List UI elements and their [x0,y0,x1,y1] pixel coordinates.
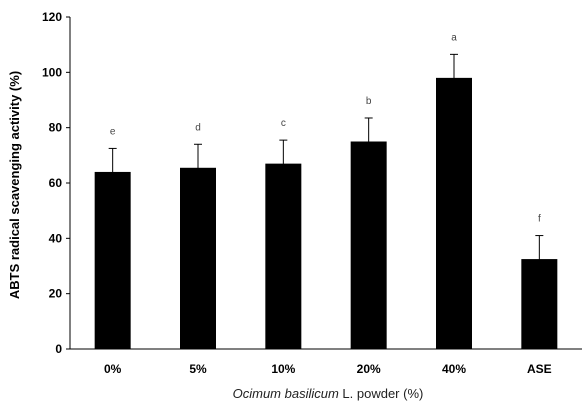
significance-letter: c [281,118,286,129]
significance-letter: e [110,126,116,137]
significance-letters: e d c b a f [110,32,541,224]
significance-letter: f [538,214,541,225]
x-axis-title-rest: L. powder (%) [339,386,424,401]
bar [94,171,131,349]
y-tick-label: 60 [49,176,63,190]
y-tick-label: 100 [42,65,62,79]
bar [180,167,216,349]
x-axis-title: Ocimum basilicum L. powder (%) [233,386,424,401]
bar [436,77,472,349]
bar [265,163,302,349]
bar [521,259,558,349]
x-tick-label: 10% [271,362,295,376]
x-tick-label: ASE [527,362,552,376]
error-bars [108,53,544,284]
x-axis-ticks: 0% 5% 10% 20% 40% ASE [104,362,552,376]
y-tick-label: 40 [49,231,63,245]
x-tick-label: 20% [357,362,381,376]
x-tick-label: 0% [104,362,122,376]
significance-letter: a [451,32,457,43]
y-tick-label: 0 [55,342,62,356]
x-tick-label: 5% [189,362,207,376]
y-tick-label: 120 [42,10,62,24]
y-axis-ticks: 0 20 40 60 80 100 120 [42,10,70,356]
y-tick-label: 80 [49,121,63,135]
bars [94,77,558,349]
x-axis-title-species: Ocimum basilicum [233,386,339,401]
significance-letter: d [195,122,201,133]
significance-letter: b [366,96,372,107]
x-tick-label: 40% [442,362,466,376]
y-tick-label: 20 [49,287,63,301]
y-axis-title: ABTS radical scavenging activity (%) [7,71,22,299]
bar [350,141,387,349]
